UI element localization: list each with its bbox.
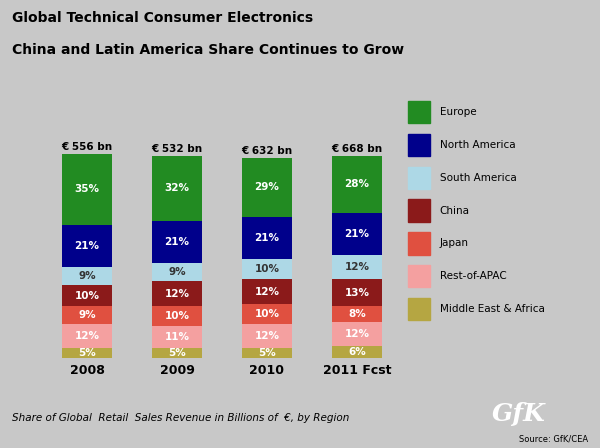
Text: Middle East & Africa: Middle East & Africa bbox=[440, 304, 544, 314]
Text: 21%: 21% bbox=[164, 237, 190, 247]
Text: 12%: 12% bbox=[344, 329, 370, 339]
Bar bbox=[152, 263, 202, 281]
Text: 32%: 32% bbox=[164, 183, 190, 193]
Text: 5%: 5% bbox=[258, 349, 276, 358]
Text: 10%: 10% bbox=[254, 309, 280, 319]
Bar bbox=[408, 134, 430, 156]
Text: 13%: 13% bbox=[344, 288, 370, 297]
Bar bbox=[242, 348, 292, 358]
Text: 29%: 29% bbox=[254, 182, 280, 192]
Bar bbox=[332, 306, 382, 322]
Bar bbox=[152, 348, 202, 358]
Text: 21%: 21% bbox=[254, 233, 280, 243]
Text: 10%: 10% bbox=[74, 291, 100, 301]
Bar bbox=[62, 285, 112, 306]
Text: North America: North America bbox=[440, 140, 515, 150]
Bar bbox=[332, 255, 382, 280]
Text: 9%: 9% bbox=[78, 310, 96, 320]
Bar bbox=[242, 304, 292, 324]
Bar bbox=[242, 324, 292, 348]
Bar bbox=[408, 233, 430, 254]
Bar bbox=[62, 348, 112, 358]
Text: 11%: 11% bbox=[164, 332, 190, 342]
Text: Japan: Japan bbox=[440, 238, 469, 248]
Text: China: China bbox=[440, 206, 470, 215]
Text: Source: GfK/CEA: Source: GfK/CEA bbox=[519, 435, 588, 444]
Text: 12%: 12% bbox=[164, 289, 190, 298]
Bar bbox=[242, 216, 292, 259]
Text: 28%: 28% bbox=[344, 179, 370, 189]
Text: € 556 bn: € 556 bn bbox=[61, 142, 113, 152]
Text: 5%: 5% bbox=[168, 349, 186, 358]
Text: 9%: 9% bbox=[78, 271, 96, 281]
Bar bbox=[62, 324, 112, 348]
Text: 5%: 5% bbox=[78, 349, 96, 358]
Text: 12%: 12% bbox=[74, 331, 100, 341]
Bar bbox=[62, 306, 112, 324]
Bar bbox=[152, 326, 202, 348]
Bar bbox=[332, 212, 382, 255]
Text: China and Latin America Share Continues to Grow: China and Latin America Share Continues … bbox=[12, 43, 404, 56]
Text: 21%: 21% bbox=[74, 241, 100, 251]
Text: Global Technical Consumer Electronics: Global Technical Consumer Electronics bbox=[12, 11, 313, 25]
Bar bbox=[332, 346, 382, 358]
Text: 12%: 12% bbox=[254, 331, 280, 341]
Bar bbox=[152, 221, 202, 263]
Bar bbox=[152, 281, 202, 306]
Text: 12%: 12% bbox=[344, 262, 370, 272]
Bar bbox=[332, 156, 382, 212]
Bar bbox=[408, 101, 430, 123]
Text: € 668 bn: € 668 bn bbox=[331, 144, 383, 154]
Bar bbox=[242, 259, 292, 280]
Text: 10%: 10% bbox=[164, 311, 190, 321]
Bar bbox=[152, 306, 202, 326]
Bar bbox=[242, 280, 292, 304]
Bar bbox=[408, 265, 430, 287]
Text: 10%: 10% bbox=[254, 264, 280, 274]
Bar bbox=[152, 156, 202, 221]
Bar bbox=[332, 280, 382, 306]
Bar bbox=[408, 199, 430, 222]
Text: GfK: GfK bbox=[492, 402, 546, 426]
Text: 35%: 35% bbox=[74, 184, 100, 194]
Text: € 632 bn: € 632 bn bbox=[241, 146, 293, 156]
Text: 8%: 8% bbox=[348, 309, 366, 319]
Text: € 532 bn: € 532 bn bbox=[151, 144, 203, 154]
Text: 21%: 21% bbox=[344, 229, 370, 239]
Text: Rest-of-APAC: Rest-of-APAC bbox=[440, 271, 506, 281]
Text: 12%: 12% bbox=[254, 287, 280, 297]
Bar bbox=[332, 322, 382, 346]
Bar bbox=[408, 298, 430, 320]
Text: 9%: 9% bbox=[168, 267, 186, 277]
Text: 6%: 6% bbox=[348, 347, 366, 358]
Bar bbox=[62, 225, 112, 267]
Bar bbox=[408, 167, 430, 189]
Bar bbox=[62, 154, 112, 225]
Text: Share of Global  Retail  Sales Revenue in Billions of  €, by Region: Share of Global Retail Sales Revenue in … bbox=[12, 414, 349, 423]
Bar bbox=[242, 158, 292, 216]
Bar bbox=[62, 267, 112, 285]
Text: South America: South America bbox=[440, 173, 517, 183]
Text: Europe: Europe bbox=[440, 107, 476, 117]
